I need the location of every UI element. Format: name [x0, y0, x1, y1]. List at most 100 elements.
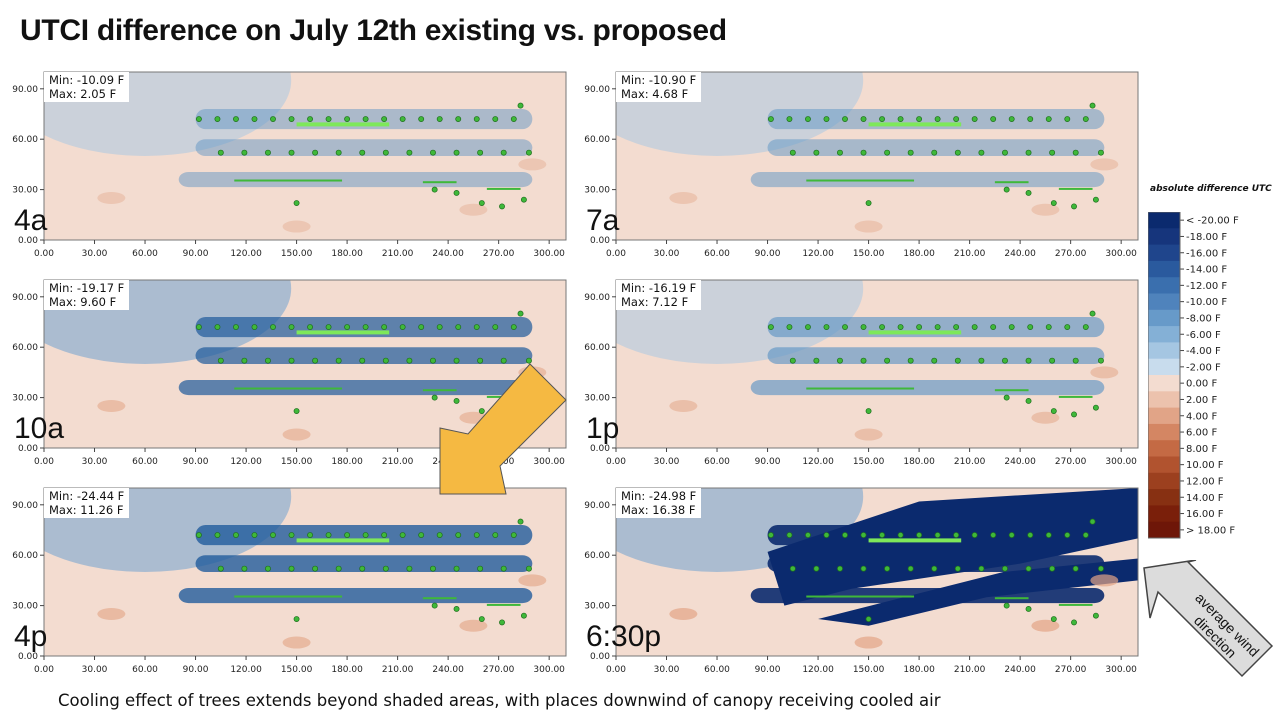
tree-marker [344, 324, 351, 330]
tree-marker [916, 324, 923, 330]
tree-marker [436, 324, 443, 330]
tree-marker [805, 324, 811, 330]
legend-swatch [1148, 391, 1180, 409]
tree-marker [786, 116, 793, 122]
tree-marker [1089, 518, 1096, 525]
warm-patch [1031, 411, 1060, 424]
tree-marker [399, 324, 406, 330]
tree-marker [325, 324, 332, 330]
tree-marker [1008, 532, 1015, 538]
tree-marker [431, 186, 438, 193]
chart-panel-7a: 0.00 30.00 60.00 90.00 120.00 150.00 180.00 210… [572, 70, 1139, 266]
min-label: Min: -10.90 F [621, 73, 697, 87]
legend-label: -10.00 F [1186, 297, 1227, 308]
y-tick-label: 0.00 [590, 652, 610, 662]
tree-marker [813, 357, 820, 364]
tree-marker [931, 565, 938, 572]
tree-marker [399, 532, 406, 538]
x-tick-label: 150.00 [281, 249, 313, 259]
tree-marker [492, 116, 499, 122]
tree-marker [499, 203, 505, 210]
color-legend: < -20.00 F -18.00 F -16.00 F -14.00 F -12.00… [1147, 211, 1278, 542]
tree-marker [1072, 565, 1079, 572]
legend-label: -14.00 F [1186, 265, 1227, 276]
tree-marker [1002, 357, 1008, 364]
tree-marker [381, 532, 388, 538]
tree-marker [1045, 532, 1052, 538]
time-label: 1p [586, 412, 620, 445]
x-tick-label: 30.00 [82, 665, 108, 675]
tree-marker [233, 324, 239, 330]
y-tick-label: 90.00 [12, 85, 38, 95]
tree-marker [381, 324, 388, 330]
legend-label: 0.00 F [1186, 379, 1217, 390]
chart-panel-1p: 0.00 30.00 60.00 90.00 120.00 150.00 180.00 210… [572, 278, 1139, 474]
legend-swatch [1148, 521, 1180, 539]
min-label: Min: -24.98 F [621, 489, 697, 503]
y-tick-label: 90.00 [584, 501, 610, 511]
legend-label: -8.00 F [1186, 313, 1221, 324]
downwind-cooling-region [767, 488, 1138, 606]
time-label: 4p [14, 620, 48, 653]
walkway-line [486, 603, 521, 606]
tree-marker [786, 532, 793, 538]
tree-marker [842, 324, 848, 330]
tree-marker [934, 324, 941, 330]
tree-marker [978, 357, 985, 364]
tree-marker [265, 149, 271, 156]
tree-marker [477, 149, 484, 156]
legend-swatch [1148, 375, 1180, 392]
plaza-shape [868, 330, 962, 335]
tree-marker [990, 324, 997, 330]
walkway-line [486, 187, 521, 190]
tree-marker [453, 606, 460, 612]
tree-marker [954, 357, 961, 364]
tree-marker [879, 324, 886, 330]
legend-swatch [1148, 309, 1180, 327]
legend-label: -18.00 F [1186, 232, 1227, 243]
chart-panel-4p: 0.00 30.00 60.00 90.00 120.00 150.00 180.00 210… [0, 486, 567, 682]
wind-direction-arrow-icon [1143, 560, 1274, 678]
tree-marker [813, 565, 820, 572]
warm-patch [282, 220, 311, 233]
tree-marker [767, 116, 774, 122]
tree-marker [195, 324, 202, 330]
tree-marker [1050, 408, 1057, 414]
plot-frame [43, 71, 567, 241]
tree-marker [837, 565, 843, 572]
legend-label: > 18.00 F [1186, 525, 1235, 536]
warm-patch [97, 608, 126, 620]
x-tick-label: 60.00 [704, 457, 730, 467]
warm-patch [854, 220, 883, 233]
tree-marker [1092, 196, 1099, 203]
tree-marker [1092, 404, 1099, 411]
tree-marker [789, 565, 796, 572]
max-label: Max: 9.60 F [49, 295, 117, 309]
tree-marker [453, 357, 460, 364]
warm-patch [1031, 619, 1060, 632]
x-tick-label: 0.00 [606, 249, 626, 259]
tree-marker [865, 408, 872, 414]
tree-marker [884, 149, 891, 156]
tree-marker [767, 532, 774, 538]
tree-marker [195, 532, 202, 538]
tree-marker [293, 200, 300, 206]
tree-marker [453, 149, 460, 156]
tree-marker [1072, 357, 1079, 364]
tree-marker [382, 149, 389, 156]
legend-title: absolute difference UTC [1150, 184, 1272, 194]
legend-swatch [1148, 228, 1180, 246]
max-label: Max: 7.12 F [621, 295, 689, 309]
tree-marker [860, 116, 867, 122]
x-tick-label: 30.00 [82, 249, 108, 259]
warm-patch [282, 428, 311, 441]
tree-marker [526, 149, 532, 156]
heatmap-630p: 0.00 30.00 60.00 90.00 120.00 150.00 180.00 210… [584, 487, 1139, 675]
tree-marker [1050, 616, 1057, 622]
wind-flow-arrow-icon [439, 363, 567, 495]
walkway-line [806, 595, 915, 598]
x-tick-label: 240.00 [1004, 665, 1036, 675]
legend-swatch [1148, 358, 1180, 376]
tree-marker [971, 532, 978, 538]
tree-marker [990, 532, 997, 538]
